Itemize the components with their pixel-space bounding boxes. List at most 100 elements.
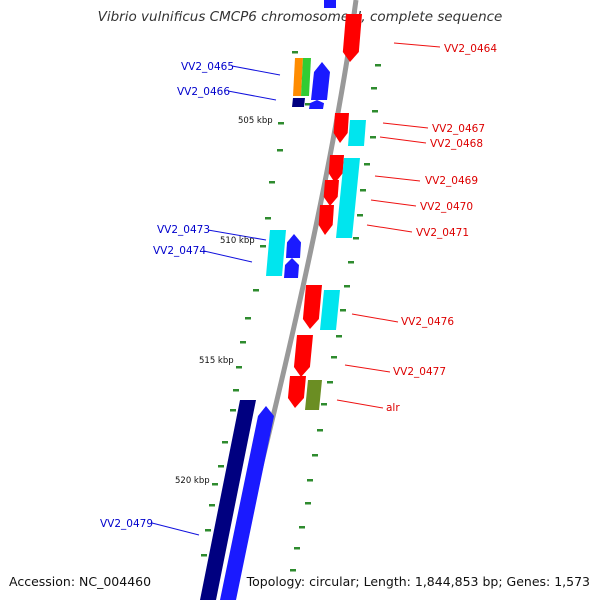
map-title: Vibrio vulnificus CMCP6 chromosome II, c… bbox=[97, 9, 503, 25]
connector-line bbox=[336, 399, 384, 409]
ruler-dot bbox=[201, 554, 207, 557]
ruler-dot bbox=[277, 149, 283, 152]
gene-arrow bbox=[200, 400, 256, 600]
gene-arrow bbox=[284, 258, 299, 278]
gene-arrow bbox=[328, 155, 344, 183]
connector-line bbox=[351, 313, 399, 323]
gene-arrow bbox=[293, 335, 313, 377]
ruler-dot bbox=[205, 529, 211, 532]
connector-line bbox=[203, 250, 253, 263]
ruler-dot bbox=[245, 317, 251, 320]
ruler-dot bbox=[299, 526, 305, 529]
ruler-dot bbox=[265, 217, 271, 220]
scale-tick-label: 515 kbp bbox=[199, 356, 234, 366]
gene-label[interactable]: VV2_0466 bbox=[177, 86, 230, 98]
gene-arrow bbox=[293, 58, 303, 96]
ruler-dot bbox=[348, 261, 354, 264]
gene-label[interactable]: VV2_0476 bbox=[401, 316, 454, 328]
connector-line bbox=[374, 175, 421, 182]
gene-arrow bbox=[302, 285, 322, 329]
ruler-dot bbox=[290, 569, 296, 572]
gene-arrow bbox=[348, 120, 366, 146]
gene-label[interactable]: VV2_0465 bbox=[181, 61, 234, 73]
connector-line bbox=[207, 229, 267, 241]
topology-text: Topology: circular; Length: 1,844,853 bp… bbox=[246, 574, 590, 589]
gene-arrow bbox=[309, 100, 324, 109]
gene-arrow bbox=[311, 62, 330, 100]
connector-line bbox=[231, 65, 281, 76]
ruler-dot bbox=[344, 285, 350, 288]
ruler-dot bbox=[218, 465, 224, 468]
connector-line bbox=[370, 199, 417, 207]
ruler-dot bbox=[375, 64, 381, 67]
ruler-dot bbox=[294, 547, 300, 550]
gene-arrow bbox=[266, 230, 286, 276]
ruler-dots bbox=[201, 51, 381, 572]
ruler-dot bbox=[269, 181, 275, 184]
ruler-dot bbox=[357, 214, 363, 217]
ruler-dot bbox=[305, 103, 311, 106]
gene-arrow bbox=[286, 234, 301, 258]
ruler-dot bbox=[331, 356, 337, 359]
ruler-dot bbox=[312, 454, 318, 457]
gene-arrow bbox=[305, 380, 322, 410]
ruler-dot bbox=[372, 110, 378, 113]
ruler-dot bbox=[278, 122, 284, 125]
ruler-dot bbox=[292, 51, 298, 54]
connector-line bbox=[393, 42, 441, 48]
label-connectors bbox=[151, 42, 441, 536]
ruler-dot bbox=[253, 289, 259, 292]
connector-line bbox=[379, 136, 427, 144]
gene-arrow bbox=[301, 58, 311, 96]
gene-arrow bbox=[333, 113, 349, 143]
ruler-dot bbox=[371, 87, 377, 90]
gene-arrow bbox=[336, 158, 360, 238]
ruler-dot bbox=[230, 409, 236, 412]
ruler-dot bbox=[236, 366, 242, 369]
gene-arrow bbox=[320, 290, 340, 330]
gene-label[interactable]: VV2_0477 bbox=[393, 366, 446, 378]
gene-arrow bbox=[342, 14, 362, 62]
gene-label[interactable]: VV2_0474 bbox=[153, 245, 206, 257]
gene-label[interactable]: VV2_0468 bbox=[430, 138, 483, 150]
ruler-dot bbox=[370, 136, 376, 139]
connector-line bbox=[151, 522, 200, 536]
ruler-dot bbox=[240, 341, 246, 344]
gene-label[interactable]: VV2_0467 bbox=[432, 123, 485, 135]
scale-tick-label: 510 kbp bbox=[220, 236, 255, 246]
connector-line bbox=[382, 122, 429, 129]
gene-features bbox=[200, 0, 366, 600]
scale-tick-label: 505 kbp bbox=[238, 116, 273, 126]
gene-arrow bbox=[220, 406, 274, 600]
gene-arrow bbox=[324, 0, 336, 8]
accession-text: Accession: NC_004460 bbox=[9, 574, 152, 589]
gene-arrow bbox=[318, 205, 334, 235]
ruler-dot bbox=[260, 245, 266, 248]
ruler-dot bbox=[317, 429, 323, 432]
gene-label[interactable]: VV2_0469 bbox=[425, 175, 478, 187]
ruler-dot bbox=[360, 189, 366, 192]
connector-line bbox=[344, 364, 391, 373]
gene-label[interactable]: VV2_0473 bbox=[157, 224, 210, 236]
ruler-dot bbox=[353, 237, 359, 240]
gene-label[interactable]: VV2_0479 bbox=[100, 518, 153, 530]
connector-line bbox=[366, 224, 413, 233]
ruler-dot bbox=[327, 381, 333, 384]
gene-arrow bbox=[287, 376, 306, 408]
ruler-dot bbox=[364, 163, 370, 166]
ruler-dot bbox=[307, 479, 313, 482]
connector-line bbox=[227, 90, 277, 101]
gene-label[interactable]: VV2_0470 bbox=[420, 201, 473, 213]
ruler-dot bbox=[222, 441, 228, 444]
gene-label[interactable]: VV2_0464 bbox=[444, 43, 497, 55]
ruler-dot bbox=[340, 309, 346, 312]
ruler-dot bbox=[209, 504, 215, 507]
ruler-dot bbox=[336, 335, 342, 338]
gene-label[interactable]: alr bbox=[386, 402, 400, 414]
ruler-dot bbox=[305, 502, 311, 505]
scale-tick-label: 520 kbp bbox=[175, 476, 210, 486]
gene-label[interactable]: VV2_0471 bbox=[416, 227, 469, 239]
gene-arrow bbox=[323, 180, 339, 206]
ruler-dot bbox=[212, 483, 218, 486]
